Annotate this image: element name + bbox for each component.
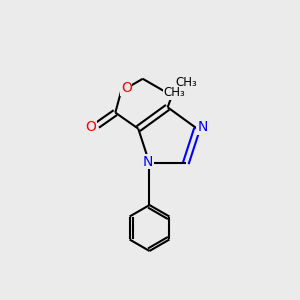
Text: N: N <box>143 155 153 169</box>
Text: N: N <box>197 120 208 134</box>
Text: CH₃: CH₃ <box>163 86 185 99</box>
Text: CH₃: CH₃ <box>175 76 197 89</box>
Text: O: O <box>85 120 96 134</box>
Text: O: O <box>121 81 132 95</box>
